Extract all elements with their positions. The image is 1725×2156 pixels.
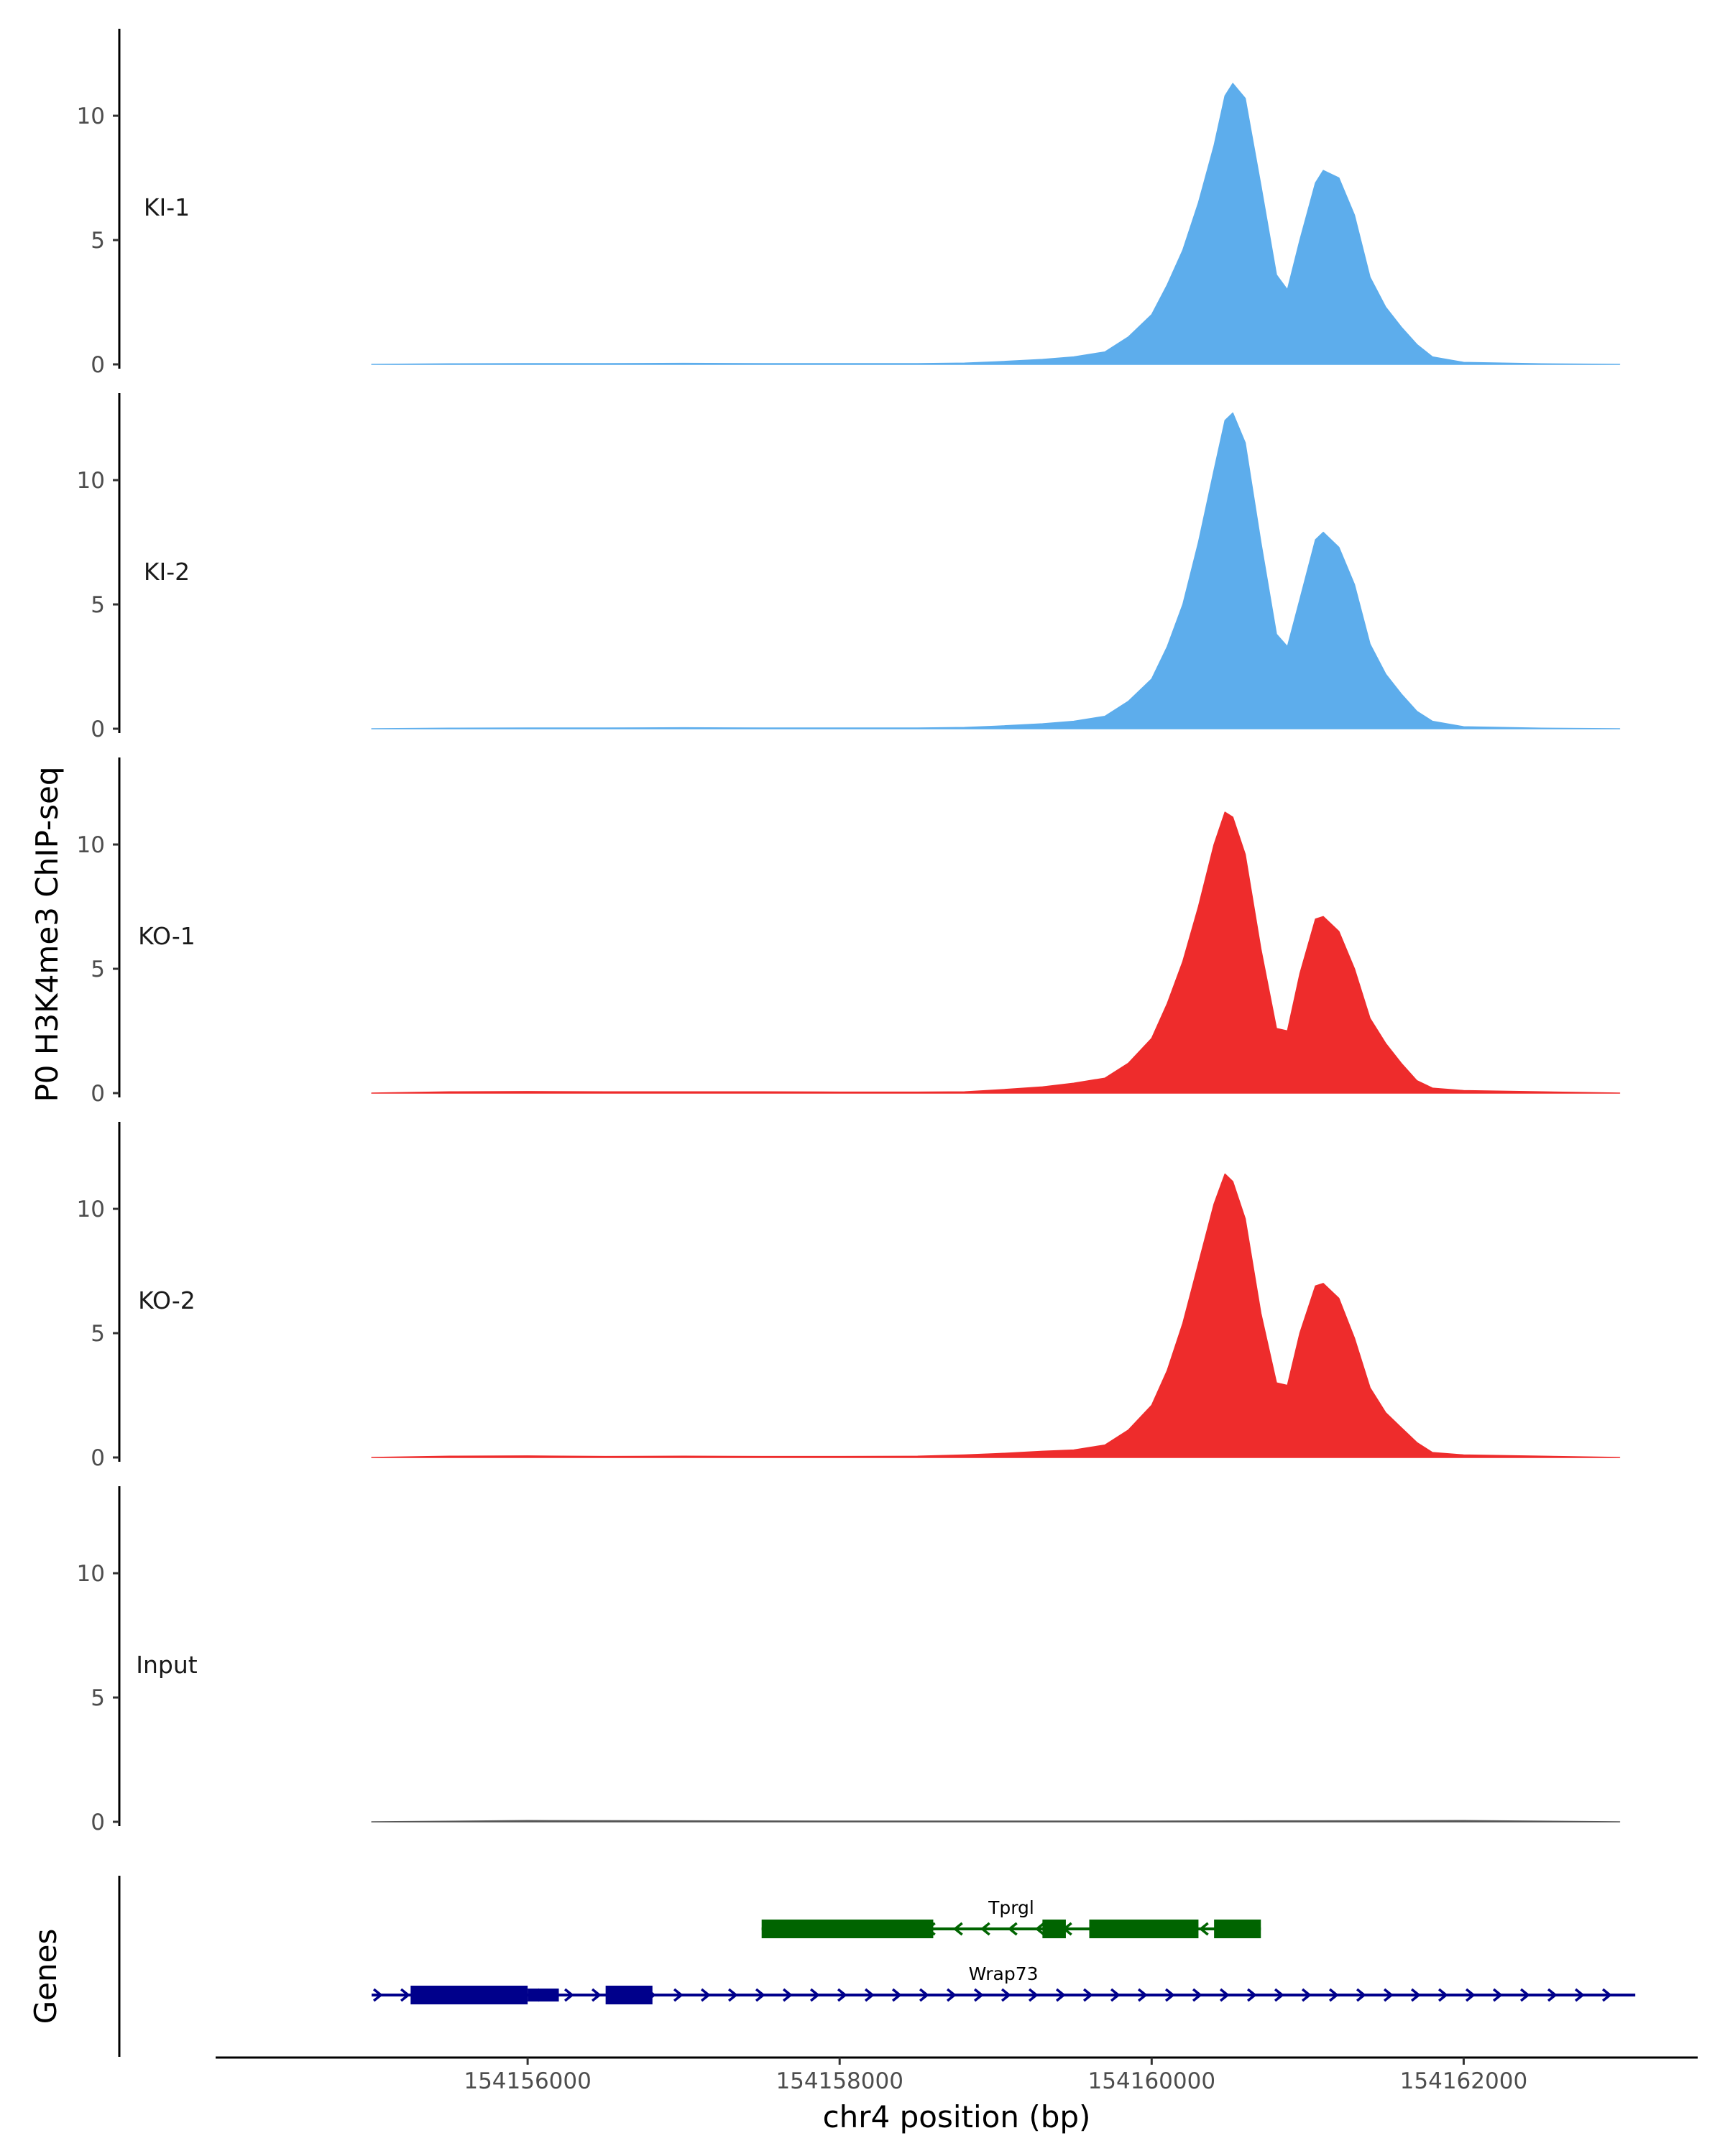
strand-arrow-icon — [1410, 1988, 1421, 2002]
strand-arrow-icon — [755, 1988, 765, 2002]
track-label: KI-1 — [144, 193, 190, 221]
strand-arrow-icon — [727, 1988, 738, 2002]
genes-axis-title: Genes — [28, 1929, 63, 2024]
strand-arrow-icon — [1055, 1988, 1066, 2002]
chip-seq-tracks: 0 5 10 KI-1 0 5 10 KI-2 0 5 10 KO-1 0 5 10 KO-2 0 5 10 Inpu… — [77, 29, 1621, 1835]
y-tick-label: 10 — [77, 1561, 105, 1587]
strand-arrow-icon — [372, 1988, 383, 2002]
x-axis: 154156000 154158000 154160000 154162000 — [216, 2056, 1698, 2094]
gene-name-label: Tprgl — [988, 1897, 1034, 1918]
y-tick-label: 5 — [91, 592, 105, 618]
strand-arrow-icon — [1438, 1988, 1448, 2002]
strand-arrow-icon — [891, 1988, 902, 2002]
strand-arrow-icon — [919, 1988, 929, 2002]
y-tick-label: 10 — [77, 1197, 105, 1222]
gene-wrap73: Wrap73 — [372, 1963, 1636, 2004]
gene-exon — [761, 1920, 934, 1938]
x-axis-title: chr4 position (bp) — [823, 2099, 1091, 2134]
strand-arrow-icon — [564, 1988, 574, 2002]
strand-arrow-icon — [864, 1988, 875, 2002]
strand-arrow-icon — [1082, 1988, 1093, 2002]
y-tick-label: 10 — [77, 832, 105, 858]
y-tick-label: 0 — [91, 1081, 105, 1107]
strand-arrow-icon — [980, 1922, 990, 1936]
gene-exon — [1042, 1920, 1066, 1938]
y-tick-label: 0 — [91, 717, 105, 742]
x-tick-label: 154162000 — [1400, 2068, 1528, 2094]
coverage-area — [371, 1173, 1621, 1458]
strand-arrow-icon — [1383, 1988, 1394, 2002]
strand-arrow-icon — [1601, 1988, 1612, 2002]
coverage-area — [371, 1820, 1621, 1823]
strand-arrow-icon — [1137, 1988, 1148, 2002]
strand-arrow-icon — [1007, 1922, 1018, 1936]
strand-arrow-icon — [1246, 1988, 1257, 2002]
coverage-area — [371, 83, 1621, 365]
strand-arrow-icon — [1034, 1922, 1045, 1936]
gene-tprgl: Tprgl — [761, 1897, 1261, 1938]
strand-arrow-icon — [1519, 1988, 1530, 2002]
y-tick-label: 0 — [91, 1445, 105, 1471]
strand-arrow-icon — [952, 1922, 963, 1936]
strand-arrow-icon — [1198, 1922, 1209, 1936]
coverage-area — [371, 811, 1621, 1094]
track-panel-ko-2: 0 5 10 KO-2 — [77, 1122, 1621, 1471]
strand-arrow-icon — [1274, 1988, 1284, 2002]
gene-exon — [410, 1986, 528, 2004]
strand-arrow-icon — [1328, 1988, 1339, 2002]
y-tick-label: 5 — [91, 957, 105, 982]
strand-arrow-icon — [1164, 1988, 1175, 2002]
track-panel-input: 0 5 10 Input — [77, 1486, 1621, 1835]
x-tick-label: 154158000 — [776, 2068, 903, 2094]
gene-exon — [1214, 1920, 1261, 1938]
strand-arrow-icon — [400, 1988, 410, 2002]
y-tick-label: 10 — [77, 468, 105, 494]
strand-arrow-icon — [1192, 1988, 1202, 2002]
track-label: Input — [136, 1651, 198, 1679]
y-tick-label: 0 — [91, 1810, 105, 1835]
coverage-area — [371, 412, 1621, 729]
gene-exon — [528, 1989, 559, 2001]
y-tick-label: 5 — [91, 228, 105, 254]
strand-arrow-icon — [946, 1988, 957, 2002]
strand-arrow-icon — [1301, 1988, 1312, 2002]
genes-panel: Tprgl Wrap73 — [118, 1876, 1636, 2057]
strand-arrow-icon — [1547, 1988, 1558, 2002]
track-panel-ki-1: 0 5 10 KI-1 — [77, 29, 1621, 378]
strand-arrow-icon — [782, 1988, 793, 2002]
track-label: KI-2 — [144, 558, 190, 586]
gene-exon — [1089, 1920, 1199, 1938]
strand-arrow-icon — [591, 1988, 602, 2002]
strand-arrow-icon — [837, 1988, 847, 2002]
track-label: KO-1 — [138, 922, 196, 950]
strand-arrow-icon — [673, 1988, 684, 2002]
strand-arrow-icon — [1492, 1988, 1503, 2002]
strand-arrow-icon — [700, 1988, 711, 2002]
strand-arrow-icon — [1219, 1988, 1230, 2002]
strand-arrow-icon — [1574, 1988, 1585, 2002]
track-panel-ko-1: 0 5 10 KO-1 — [77, 757, 1621, 1107]
y-axis-title: P0 H3K4me3 ChIP-seq — [29, 766, 65, 1102]
strand-arrow-icon — [809, 1988, 820, 2002]
x-tick-label: 154160000 — [1088, 2068, 1216, 2094]
y-tick-label: 0 — [91, 352, 105, 378]
x-tick-label: 154156000 — [464, 2068, 592, 2094]
y-tick-label: 5 — [91, 1685, 105, 1711]
strand-arrow-icon — [1465, 1988, 1476, 2002]
gene-name-label: Wrap73 — [969, 1963, 1039, 1984]
track-label: KO-2 — [138, 1286, 196, 1314]
strand-arrow-icon — [973, 1988, 984, 2002]
gene-exon — [605, 1986, 653, 2004]
y-tick-label: 10 — [77, 103, 105, 129]
strand-arrow-icon — [1028, 1988, 1039, 2002]
strand-arrow-icon — [1000, 1988, 1011, 2002]
strand-arrow-icon — [1110, 1988, 1121, 2002]
track-panel-ki-2: 0 5 10 KI-2 — [77, 393, 1621, 742]
y-tick-label: 5 — [91, 1321, 105, 1347]
strand-arrow-icon — [1356, 1988, 1366, 2002]
